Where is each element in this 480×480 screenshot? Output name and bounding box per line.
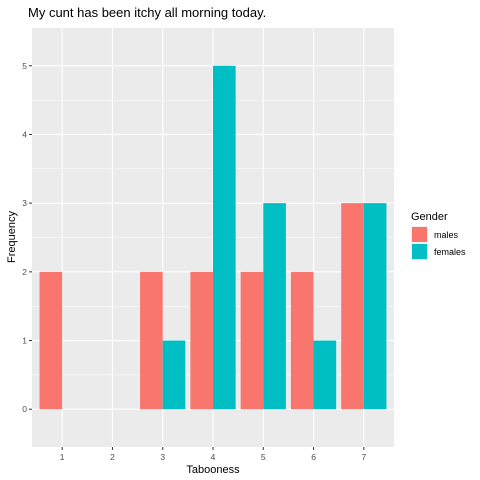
x-tick-label: 7 xyxy=(361,452,366,462)
y-axis-ticks: 0 1 2 3 4 5 xyxy=(22,61,32,414)
x-axis-title: Tabooness xyxy=(186,464,240,476)
bar-males-4 xyxy=(190,271,213,410)
legend-label-males: males xyxy=(434,230,459,240)
bars xyxy=(39,65,387,410)
legend-label-females: females xyxy=(434,247,466,257)
legend-swatch-females xyxy=(412,244,427,259)
bar-females-6 xyxy=(313,340,337,410)
legend: Gender males females xyxy=(411,211,466,260)
bar-females-5 xyxy=(263,203,286,410)
y-axis-title: Frequency xyxy=(6,211,18,263)
bar-males-6 xyxy=(290,271,314,410)
bar-males-5 xyxy=(240,271,264,410)
x-tick-label: 4 xyxy=(211,452,216,462)
y-tick-label: 4 xyxy=(22,129,27,139)
bar-females-4 xyxy=(213,65,236,410)
chart-title: My cunt has been itchy all morning today… xyxy=(28,5,266,20)
x-tick-label: 5 xyxy=(261,452,266,462)
bar-females-7 xyxy=(363,203,387,410)
y-tick-label: 0 xyxy=(22,404,27,414)
bar-males-3 xyxy=(140,271,163,410)
bar-males-7 xyxy=(341,203,364,410)
x-tick-label: 2 xyxy=(110,452,115,462)
y-tick-label: 3 xyxy=(22,198,27,208)
legend-title: Gender xyxy=(411,211,448,223)
x-tick-label: 1 xyxy=(60,452,65,462)
legend-items: males females xyxy=(411,226,466,260)
bar-females-3 xyxy=(162,340,186,410)
legend-swatch-males xyxy=(412,227,427,242)
bar-males-1 xyxy=(39,271,63,410)
y-tick-label: 1 xyxy=(22,336,27,346)
x-tick-label: 6 xyxy=(311,452,316,462)
y-tick-label: 5 xyxy=(22,61,27,71)
y-tick-label: 2 xyxy=(22,267,27,277)
x-axis-ticks: 1 2 3 4 5 6 7 xyxy=(60,447,366,462)
x-tick-label: 3 xyxy=(160,452,165,462)
